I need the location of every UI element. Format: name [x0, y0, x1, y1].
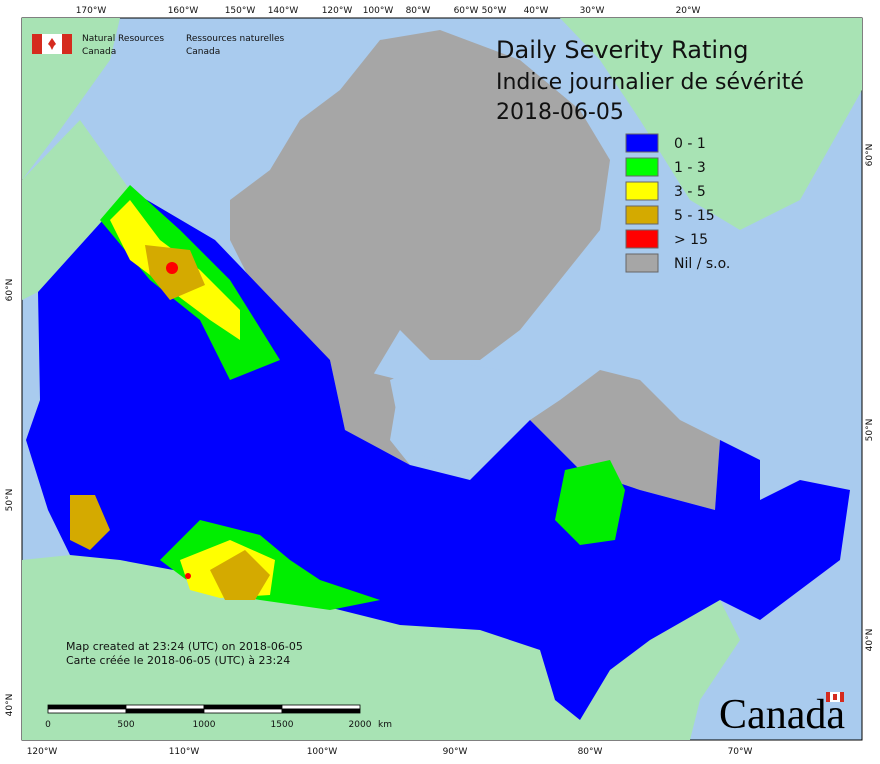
longitude-label: 50°W	[482, 6, 507, 16]
longitude-label: 120°W	[27, 747, 58, 757]
longitude-label: 150°W	[225, 6, 256, 16]
longitude-label: 160°W	[168, 6, 199, 16]
greenland	[560, 18, 862, 230]
arctic-islands	[230, 30, 610, 380]
scale-segment	[125, 704, 205, 710]
scale-segment	[203, 708, 283, 714]
org-name: Natural Resources	[82, 34, 164, 44]
scale-label: 500	[117, 720, 134, 730]
legend-label: 5 - 15	[674, 208, 715, 224]
longitude-label: 20°W	[676, 6, 701, 16]
legend-swatch	[625, 133, 659, 153]
scale-unit: km	[378, 720, 392, 730]
scale-segment	[281, 704, 361, 710]
org-name: Ressources naturelles	[186, 34, 285, 44]
wordmark: Canada	[719, 692, 845, 738]
latitude-label: 60°N	[5, 279, 15, 302]
legend-swatch	[625, 229, 659, 249]
longitude-label: 40°W	[524, 6, 549, 16]
green-area-quebec	[555, 460, 625, 545]
credit: Map created at 23:24 (UTC) on 2018-06-05	[66, 640, 303, 653]
red-area-nw	[166, 262, 178, 274]
org-name: Canada	[82, 47, 116, 57]
title: Daily Severity Rating	[496, 36, 748, 64]
orange-area-prairies	[210, 550, 270, 600]
flag	[32, 34, 72, 54]
legend-label: 3 - 5	[674, 184, 706, 200]
legend-label: > 15	[674, 232, 708, 248]
scale-label: 1500	[271, 720, 294, 730]
longitude-label: 100°W	[307, 747, 338, 757]
longitude-label: 70°W	[728, 747, 753, 757]
latitude-label: 60°N	[865, 144, 875, 167]
legend-label: Nil / s.o.	[674, 256, 730, 272]
longitude-label: 30°W	[580, 6, 605, 16]
legend-swatch	[625, 181, 659, 201]
united-states	[22, 555, 740, 740]
longitude-label: 80°W	[578, 747, 603, 757]
longitude-label: 120°W	[322, 6, 353, 16]
longitude-label: 170°W	[76, 6, 107, 16]
scale-segment	[125, 708, 205, 714]
scale-segment	[47, 704, 127, 710]
latitude-label: 40°N	[5, 694, 15, 717]
credit: Carte créée le 2018-06-05 (UTC) à 23:24	[66, 654, 290, 667]
legend-label: 0 - 1	[674, 136, 706, 152]
orange-area-bc	[70, 495, 110, 550]
alaska-west	[22, 18, 120, 180]
scale-label: 2000	[349, 720, 372, 730]
wordmark-flag	[826, 692, 844, 702]
longitude-label: 110°W	[169, 747, 200, 757]
red-area-prairies	[185, 573, 191, 579]
northern-nil	[330, 360, 720, 510]
latitude-label: 50°N	[865, 419, 875, 442]
date: 2018-06-05	[496, 100, 624, 125]
longitude-label: 60°W	[454, 6, 479, 16]
org-name: Canada	[186, 47, 220, 57]
alaska	[22, 120, 130, 300]
latitude-label: 40°N	[865, 629, 875, 652]
scale-label: 1000	[193, 720, 216, 730]
subtitle: Indice journalier de sévérité	[496, 70, 804, 95]
legend-swatch	[625, 205, 659, 225]
longitude-label: 90°W	[443, 747, 468, 757]
scale-label: 0	[45, 720, 51, 730]
longitude-label: 80°W	[406, 6, 431, 16]
scale-segment	[47, 708, 127, 714]
longitude-label: 100°W	[363, 6, 394, 16]
legend-swatch	[625, 157, 659, 177]
legend-label: 1 - 3	[674, 160, 706, 176]
map-frame	[21, 17, 863, 741]
scale-segment	[281, 708, 361, 714]
legend-swatch	[625, 253, 659, 273]
hudson-bay	[390, 360, 530, 470]
scale-segment	[203, 704, 283, 710]
longitude-label: 140°W	[268, 6, 299, 16]
latitude-label: 50°N	[5, 489, 15, 512]
